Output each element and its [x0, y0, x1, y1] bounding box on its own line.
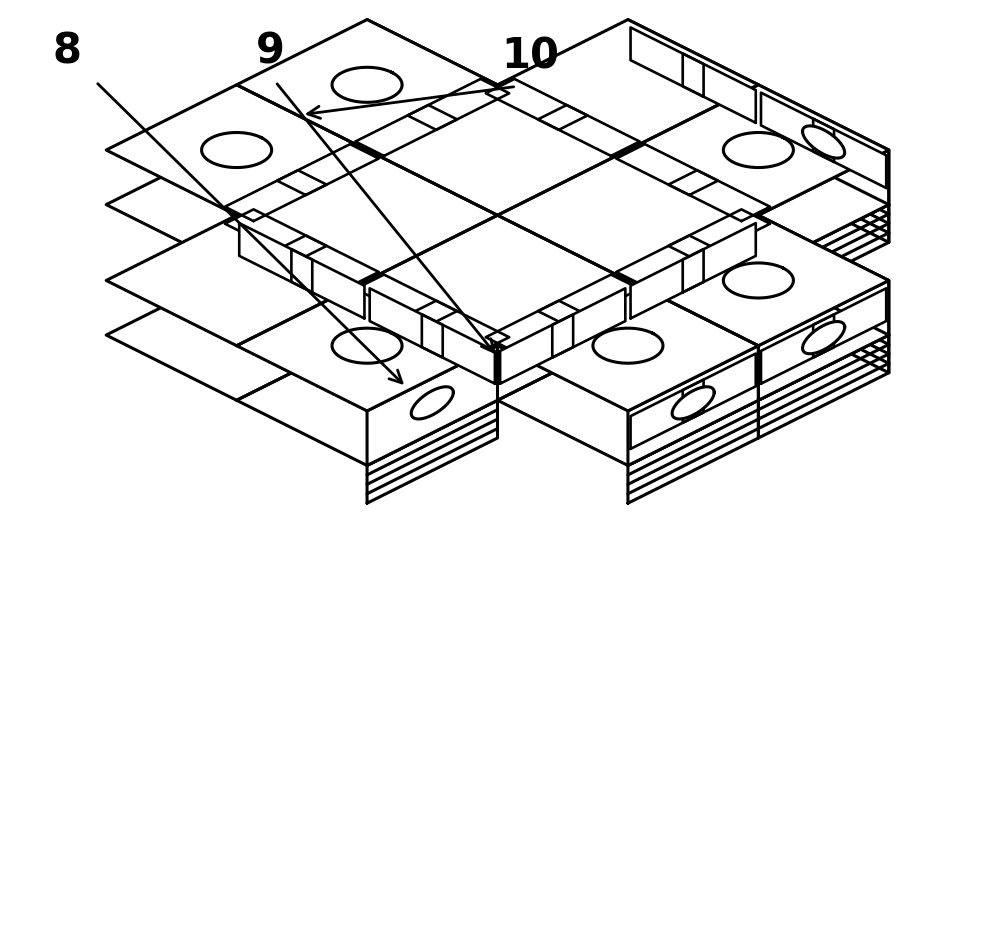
Polygon shape	[497, 20, 757, 150]
Polygon shape	[106, 84, 367, 215]
Polygon shape	[497, 74, 757, 205]
Polygon shape	[421, 315, 494, 384]
Polygon shape	[367, 84, 627, 215]
Polygon shape	[237, 20, 497, 150]
Polygon shape	[239, 223, 312, 292]
Polygon shape	[225, 210, 326, 261]
Polygon shape	[408, 79, 509, 130]
Polygon shape	[668, 171, 769, 221]
Text: 10: 10	[501, 35, 559, 77]
Polygon shape	[291, 249, 364, 319]
Polygon shape	[760, 315, 833, 384]
Polygon shape	[760, 93, 833, 162]
Polygon shape	[630, 249, 703, 319]
Polygon shape	[367, 20, 497, 139]
Polygon shape	[672, 387, 714, 419]
Polygon shape	[497, 335, 757, 465]
Polygon shape	[592, 328, 662, 363]
Polygon shape	[627, 400, 757, 503]
Polygon shape	[802, 126, 844, 158]
Text: 9: 9	[255, 30, 285, 72]
Polygon shape	[812, 288, 886, 357]
Polygon shape	[723, 263, 792, 298]
Polygon shape	[627, 346, 757, 465]
Polygon shape	[538, 275, 639, 325]
Polygon shape	[367, 346, 497, 465]
Polygon shape	[237, 150, 497, 281]
Polygon shape	[367, 139, 627, 270]
Polygon shape	[355, 105, 456, 155]
Polygon shape	[757, 281, 888, 400]
Polygon shape	[237, 281, 497, 410]
Polygon shape	[627, 139, 888, 270]
Polygon shape	[757, 84, 888, 205]
Polygon shape	[485, 79, 586, 130]
Polygon shape	[497, 205, 757, 335]
Polygon shape	[630, 27, 703, 97]
Polygon shape	[355, 275, 456, 325]
Polygon shape	[668, 210, 769, 261]
Polygon shape	[202, 133, 271, 168]
Polygon shape	[237, 74, 497, 205]
Polygon shape	[627, 84, 888, 215]
Polygon shape	[367, 270, 627, 400]
Polygon shape	[237, 205, 497, 335]
Polygon shape	[723, 133, 792, 168]
Polygon shape	[497, 281, 757, 410]
Polygon shape	[332, 328, 402, 363]
Polygon shape	[237, 335, 497, 465]
Polygon shape	[627, 20, 757, 139]
Text: 8: 8	[53, 30, 82, 72]
Polygon shape	[485, 301, 586, 352]
Polygon shape	[106, 139, 367, 270]
Polygon shape	[802, 321, 844, 354]
Polygon shape	[500, 315, 573, 384]
Polygon shape	[627, 270, 888, 400]
Polygon shape	[276, 144, 379, 195]
Polygon shape	[276, 235, 379, 286]
Polygon shape	[408, 301, 509, 352]
Polygon shape	[682, 354, 755, 423]
Polygon shape	[538, 105, 639, 155]
Polygon shape	[552, 288, 624, 357]
Polygon shape	[411, 387, 453, 419]
Polygon shape	[497, 150, 757, 281]
Polygon shape	[367, 74, 497, 177]
Polygon shape	[367, 215, 627, 346]
Polygon shape	[332, 67, 402, 102]
Polygon shape	[757, 205, 888, 307]
Polygon shape	[630, 379, 703, 449]
Polygon shape	[225, 171, 326, 221]
Polygon shape	[615, 235, 718, 286]
Polygon shape	[682, 53, 755, 123]
Polygon shape	[627, 215, 888, 346]
Polygon shape	[106, 215, 367, 346]
Polygon shape	[615, 144, 718, 195]
Polygon shape	[367, 400, 497, 503]
Polygon shape	[812, 118, 886, 188]
Polygon shape	[757, 270, 888, 373]
Polygon shape	[757, 335, 888, 438]
Polygon shape	[627, 74, 757, 177]
Polygon shape	[370, 288, 442, 357]
Polygon shape	[757, 150, 888, 270]
Polygon shape	[757, 139, 888, 243]
Polygon shape	[106, 270, 367, 400]
Polygon shape	[682, 223, 755, 292]
Polygon shape	[757, 215, 888, 335]
